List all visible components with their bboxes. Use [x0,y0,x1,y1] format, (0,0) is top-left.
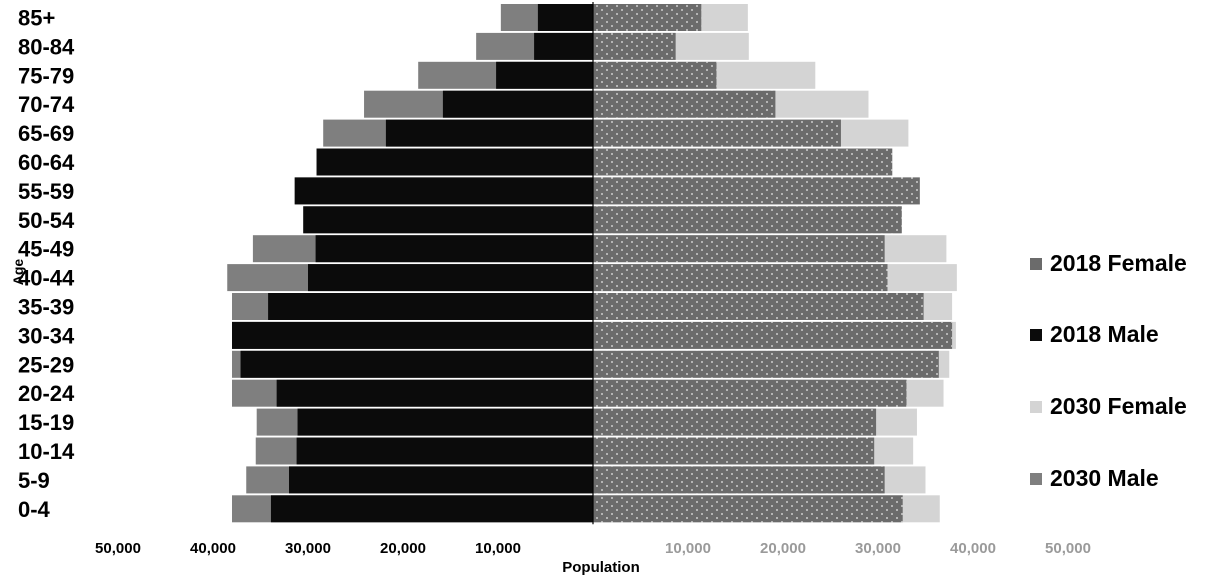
legend-item-2030-male: 2030 Male [1030,465,1159,492]
bar-2018-female-0-4-pattern [593,495,903,523]
y-tick-label-15-19: 15-19 [18,410,74,435]
bar-2018-female-80-84-pattern [593,32,676,60]
y-tick-label-40-44: 40-44 [18,266,75,291]
y-tick-label-55-59: 55-59 [18,179,74,204]
bar-2018-male-65-69 [385,119,593,147]
x-tick-label-right-30-000: 30,000 [855,540,901,557]
x-tick-label-right-50-000: 50,000 [1045,540,1091,557]
bar-2018-female-40-44-pattern [593,264,888,292]
bar-2018-female-55-59-pattern [593,177,920,205]
y-tick-label-20-24: 20-24 [18,381,75,406]
bar-2018-male-60-64 [316,148,593,176]
bar-2018-female-35-39-pattern [593,293,924,320]
bar-2018-female-50-54-pattern [593,206,902,234]
x-tick-label-left-20-000: 20,000 [380,540,426,557]
bar-2018-male-50-54 [303,206,593,234]
bar-2018-female-30-34-pattern [593,321,953,349]
y-tick-label-30-34: 30-34 [18,323,75,348]
y-tick-label-85: 85+ [18,6,55,31]
bar-2018-female-15-19-pattern [593,408,877,436]
bar-2018-male-85 [537,4,593,31]
bar-2018-male-0-4 [270,495,593,523]
bar-2018-male-20-24 [276,379,593,407]
bars-layer [227,2,957,525]
y-tick-label-80-84: 80-84 [18,34,75,59]
bar-2018-male-70-74 [442,90,593,118]
y-tick-label-60-64: 60-64 [18,150,75,175]
bar-2018-female-5-9-pattern [593,466,885,494]
legend-swatch-2018-female [1030,257,1042,270]
y-tick-label-70-74: 70-74 [18,92,75,117]
bar-2018-male-55-59 [294,177,593,205]
y-tick-label-25-29: 25-29 [18,352,74,377]
x-axis-title: Population [562,559,640,576]
legend-swatch-2030-male [1030,472,1042,485]
y-tick-label-45-49: 45-49 [18,237,74,262]
legend-item-2018-female: 2018 Female [1030,250,1187,277]
y-tick-label-0-4: 0-4 [18,497,51,522]
legend-label-2030-male: 2030 Male [1050,465,1159,491]
y-tick-label-50-54: 50-54 [18,208,75,233]
bar-2018-female-85-pattern [593,4,702,31]
bar-2018-male-10-14 [296,437,593,465]
x-tick-label-right-20-000: 20,000 [760,540,806,557]
y-tick-label-35-39: 35-39 [18,295,74,320]
y-tick-label-65-69: 65-69 [18,121,74,146]
bar-2018-male-30-34 [232,321,593,349]
bar-2018-female-75-79-pattern [593,61,717,89]
bar-2018-male-75-79 [496,61,593,89]
legend-label-2018-male: 2018 Male [1050,321,1159,347]
y-tick-label-10-14: 10-14 [18,439,75,464]
bar-2018-female-10-14-pattern [593,437,875,465]
legend-swatch-2030-female [1030,400,1042,413]
legend-item-2030-female: 2030 Female [1030,393,1187,420]
bar-2018-female-45-49-pattern [593,235,885,263]
bar-2018-male-15-19 [297,408,593,436]
bar-2018-female-20-24-pattern [593,379,907,407]
bar-2018-male-5-9 [289,466,593,494]
x-tick-label-left-30-000: 30,000 [285,540,331,557]
x-tick-label-left-50-000: 50,000 [95,540,141,557]
bar-2018-female-60-64-pattern [593,148,893,176]
x-tick-label-left-10-000: 10,000 [475,540,521,557]
legend-label-2030-female: 2030 Female [1050,393,1187,419]
bar-2018-male-45-49 [315,235,593,263]
x-tick-label-right-40-000: 40,000 [950,540,996,557]
bar-2018-female-25-29-pattern [593,350,939,378]
bar-2018-male-40-44 [308,264,593,292]
legend-item-2018-male: 2018 Male [1030,321,1159,348]
legend-label-2018-female: 2018 Female [1050,250,1187,276]
legend-swatch-2018-male [1030,328,1042,341]
y-tick-label-5-9: 5-9 [18,468,50,493]
bar-2018-male-35-39 [268,293,593,320]
bar-2018-male-25-29 [240,350,594,378]
x-tick-label-left-40-000: 40,000 [190,540,236,557]
labels-layer: 0-4 5-9 10-14 15-19 20-24 25-29 30-34 35-39 40-4… [10,6,1091,577]
bar-2018-male-80-84 [534,32,593,60]
y-axis-title: Age [10,259,26,286]
y-tick-label-75-79: 75-79 [18,63,74,88]
bar-2018-female-70-74-pattern [593,90,776,118]
x-tick-label-right-10-000: 10,000 [665,540,711,557]
bar-2018-female-65-69-pattern [593,119,841,147]
